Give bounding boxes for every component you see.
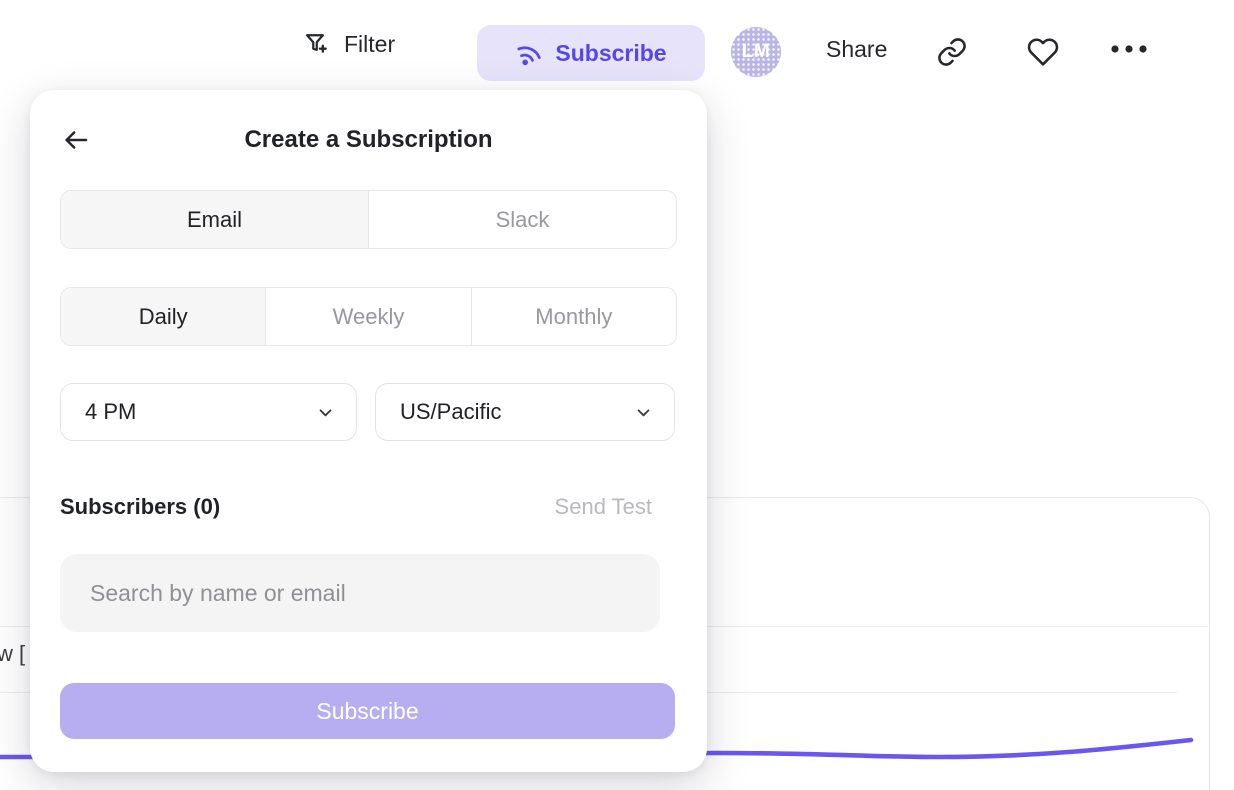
tab-daily[interactable]: Daily [61,288,266,345]
funnel-plus-icon [303,30,331,58]
modal-title: Create a Subscription [244,126,493,153]
occluded-text-fragment: w [ [0,641,26,666]
subscribe-label: Subscribe [555,39,667,66]
copy-link-button[interactable] [936,36,968,68]
create-subscription-modal: Create a Subscription Email Slack Daily … [30,90,707,772]
channel-tabs: Email Slack [60,190,677,249]
back-button[interactable] [60,124,92,156]
ellipsis-icon [1110,44,1150,54]
timezone-select[interactable]: US/Pacific [375,383,675,441]
subscribe-submit-button[interactable]: Subscribe [60,683,675,739]
chevron-down-icon [635,404,652,421]
filter-button[interactable]: Filter [303,30,395,58]
tab-slack[interactable]: Slack [368,191,676,248]
timezone-select-value: US/Pacific [400,399,502,424]
send-test-button[interactable]: Send Test [554,494,652,519]
favorite-button[interactable] [1026,35,1060,69]
time-select[interactable]: 4 PM [60,383,357,441]
user-avatar[interactable]: LM [731,27,781,77]
tab-monthly[interactable]: Monthly [470,288,676,345]
filter-label: Filter [344,30,396,57]
time-select-value: 4 PM [85,399,137,424]
more-menu-button[interactable] [1110,44,1150,54]
heart-icon [1026,35,1060,69]
subscribe-toolbar-button[interactable]: Subscribe [477,25,705,81]
share-button[interactable]: Share [826,36,887,63]
subscribers-row: Subscribers (0) Send Test [60,494,677,520]
frequency-tabs: Daily Weekly Monthly [60,287,677,346]
subscribers-count-label: Subscribers (0) [60,494,221,519]
avatar-initials: LM [741,41,771,62]
link-icon [936,36,968,68]
rss-icon [511,35,546,70]
tab-weekly[interactable]: Weekly [265,288,470,345]
subscriber-search-input[interactable] [60,554,660,632]
arrow-left-icon [61,125,91,155]
chevron-down-icon [317,404,334,421]
share-label: Share [826,36,888,62]
tab-email[interactable]: Email [61,191,368,248]
